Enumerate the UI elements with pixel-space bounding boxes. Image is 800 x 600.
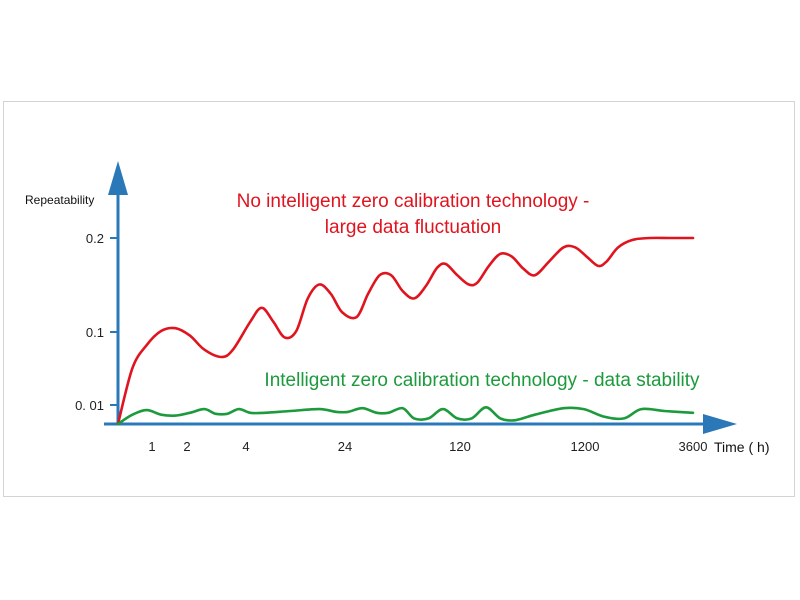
series-line-with-calibration	[116, 406, 695, 426]
y-tick-label: 0.2	[86, 231, 104, 246]
chart-frame	[3, 101, 795, 497]
x-axis-arrowhead	[703, 414, 737, 434]
x-tick-label: 120	[449, 439, 471, 454]
x-tick-label: 3600	[679, 439, 708, 454]
annotation-green: Intelligent zero calibration technology …	[264, 370, 700, 391]
y-axis-title: Repeatability	[25, 193, 94, 207]
y-axis-arrowhead	[108, 161, 128, 195]
y-tick-label: 0.1	[86, 325, 104, 340]
x-axis-title: Time ( h)	[714, 439, 769, 455]
x-tick-label: 24	[338, 439, 352, 454]
y-tick-label: 0. 01	[75, 398, 104, 413]
x-tick-label: 1200	[571, 439, 600, 454]
x-tick-label: 1	[148, 439, 155, 454]
x-tick-label: 4	[242, 439, 249, 454]
annotation-red-line1: No intelligent zero calibration technolo…	[237, 191, 590, 212]
x-tick-label: 2	[183, 439, 190, 454]
series-line-no-calibration	[116, 236, 695, 426]
annotation-red-line2: large data fluctuation	[325, 217, 501, 238]
